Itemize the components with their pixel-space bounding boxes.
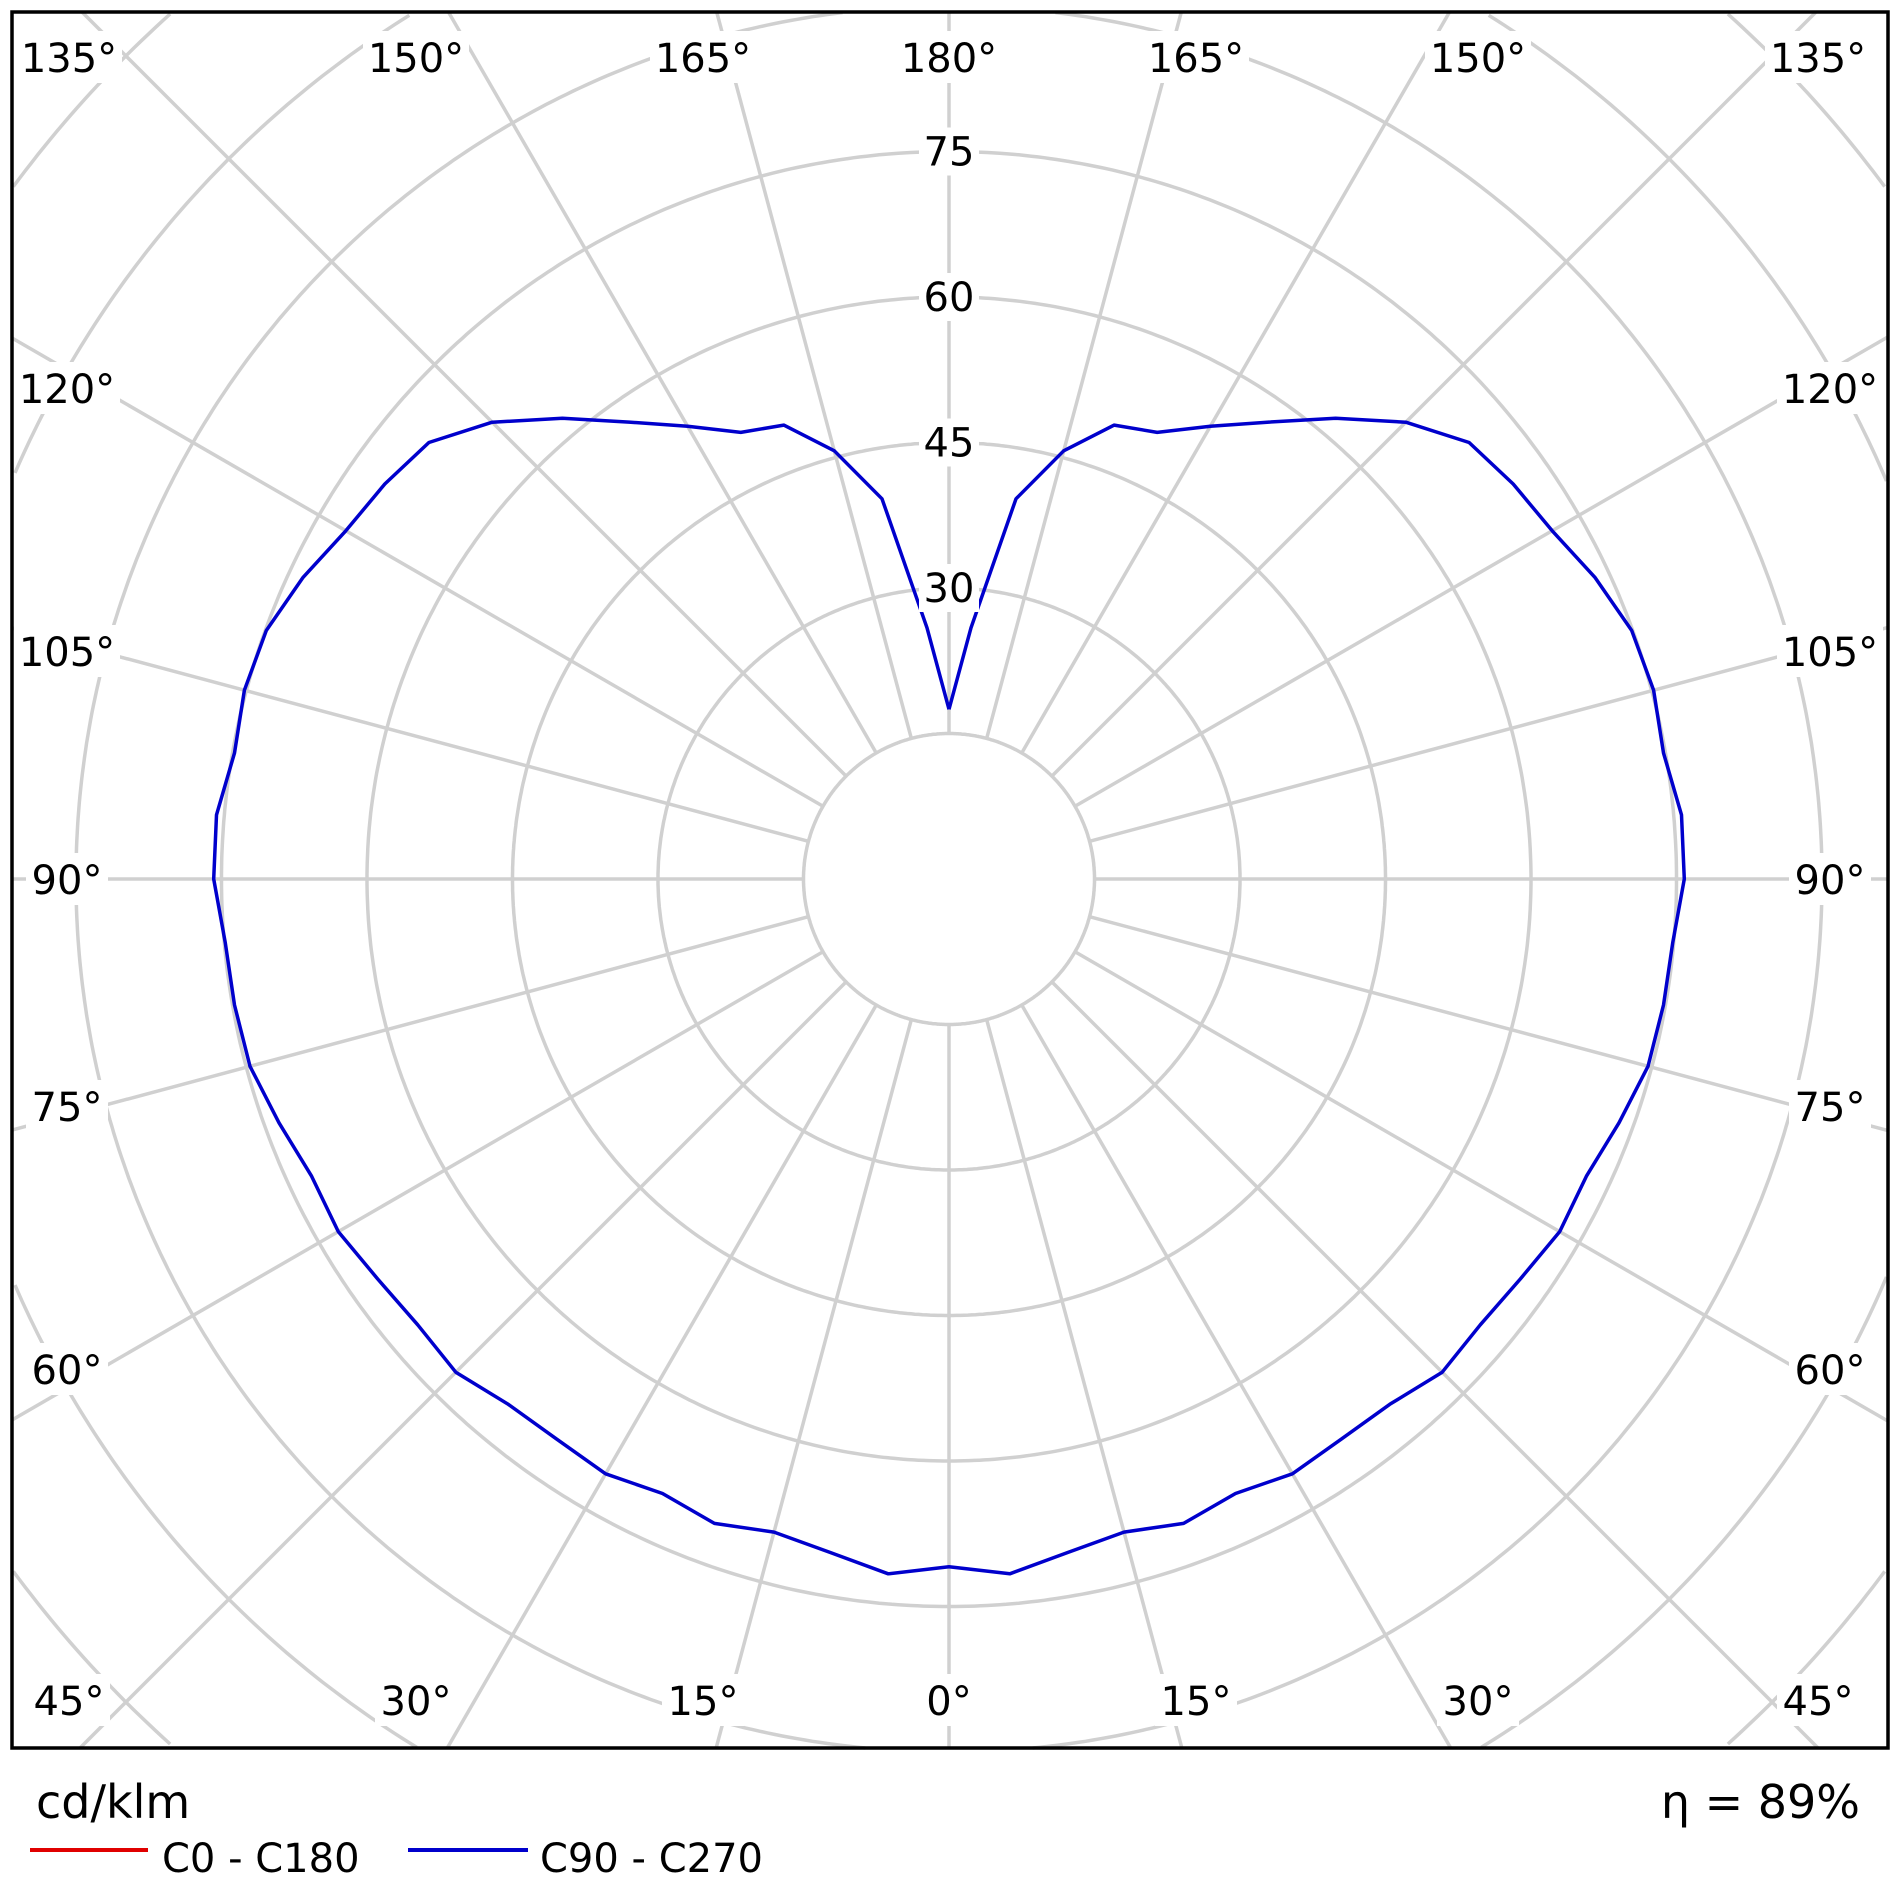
grid-ring [13,13,1889,1749]
angle-label-right: 105° [1782,630,1878,676]
radial-tick-label: 45 [924,421,975,467]
angle-label-top: 135° [1770,36,1866,82]
grid-spoke [1050,10,1818,778]
angle-label-bg [363,31,469,83]
grid-spoke [11,950,824,1422]
angle-label-bg [920,1674,978,1726]
curves [211,416,1687,1576]
radial-tick-labels: 30 45 60 75 [919,127,979,612]
angle-label-bg [375,1674,457,1726]
grid-spoke [714,1019,914,1749]
legend-label-c0-c180: C0 - C180 [162,1836,360,1882]
efficiency-label: η = 89% [1661,1775,1860,1829]
grid-spoke [78,980,848,1750]
radial-tick-label: 75 [924,130,975,176]
radial-tick-label: 30 [924,566,975,612]
grid-spoke [445,1004,878,1749]
tick-label-bg [919,564,979,612]
grid-spoke [1020,1004,1453,1749]
grid-spoke [11,914,809,1132]
plot-frame [10,10,1890,1750]
angle-labels: 135° 150° 165° 180° 165° 150° 135° 45° 30° 15° 0° 1… [14,31,1883,1726]
angle-label-top: 135° [21,36,117,82]
angle-label-bg [650,31,756,83]
angle-label-bg [896,31,1002,83]
angle-label-bottom: 45° [34,1679,105,1725]
angle-label-top: 165° [1148,36,1244,82]
angle-label-left: 90° [32,858,103,904]
angle-label-bg [14,362,120,414]
angle-label-bg [26,853,108,905]
angle-label-bg [14,625,120,677]
angle-label-bg [1425,31,1531,83]
angle-label-left: 75° [32,1085,103,1131]
angle-label-bg [1789,1343,1871,1395]
angle-label-bg [26,1343,108,1395]
angle-label-left: 60° [32,1348,103,1394]
angle-label-top: 150° [368,36,464,82]
angle-label-bg [1437,1674,1519,1726]
grid-spoke [11,336,824,808]
grid-spoke [1074,950,1889,1423]
angle-label-bottom: 15° [668,1679,739,1725]
angle-label-bg [1777,362,1883,414]
angle-label-bg [1789,853,1871,905]
angle-label-top: 180° [901,36,997,82]
angle-label-right: 120° [1782,367,1878,413]
angle-label-left: 120° [19,367,115,413]
grid-spoke [1074,335,1889,808]
angle-label-left: 105° [19,630,115,676]
angle-label-bg [1777,625,1883,677]
grid-spoke [1089,914,1889,1133]
grid-spoke [11,626,809,844]
grid-spoke [1050,980,1820,1750]
grid-spoke [984,1019,1184,1749]
angle-label-bg [1777,1674,1859,1726]
angle-label-right: 60° [1795,1348,1866,1394]
angle-label-top: 150° [1430,36,1526,82]
tick-label-bg [919,273,979,321]
angle-label-top: 165° [655,36,751,82]
grid-spoke [1089,625,1889,844]
grid-ring [801,731,1097,1027]
angle-label-bg [28,1674,110,1726]
unit-label: cd/klm [36,1775,190,1829]
polar-grid [11,10,1889,1750]
angle-label-right: 90° [1795,858,1866,904]
angle-label-bottom: 15° [1161,1679,1232,1725]
series-curve-1 [211,416,1687,1576]
grid-spoke [984,11,1184,739]
angle-label-bottom: 30° [1443,1679,1514,1725]
angle-label-bg [1155,1674,1237,1726]
tick-label-bg [919,418,979,467]
angle-label-bg [1765,31,1871,83]
angle-label-bg [1789,1080,1871,1132]
tick-label-bg [919,127,979,176]
radial-tick-label: 60 [924,275,975,321]
angle-label-bg [26,1080,108,1132]
angle-label-bottom: 30° [381,1679,452,1725]
angle-label-bg [16,31,122,83]
legend-label-c90-c270: C90 - C270 [540,1836,763,1882]
grid-ring [11,12,1887,1746]
angle-label-bg [1143,31,1249,83]
grid-spoke [446,11,878,754]
angle-label-bg [662,1674,744,1726]
grid-spoke [80,10,848,778]
grid-spoke [1020,11,1452,754]
angle-label-bottom: 45° [1783,1679,1854,1725]
angle-label-bottom: 0° [926,1679,971,1725]
angle-label-right: 75° [1795,1085,1866,1131]
grid-spoke [714,11,914,739]
